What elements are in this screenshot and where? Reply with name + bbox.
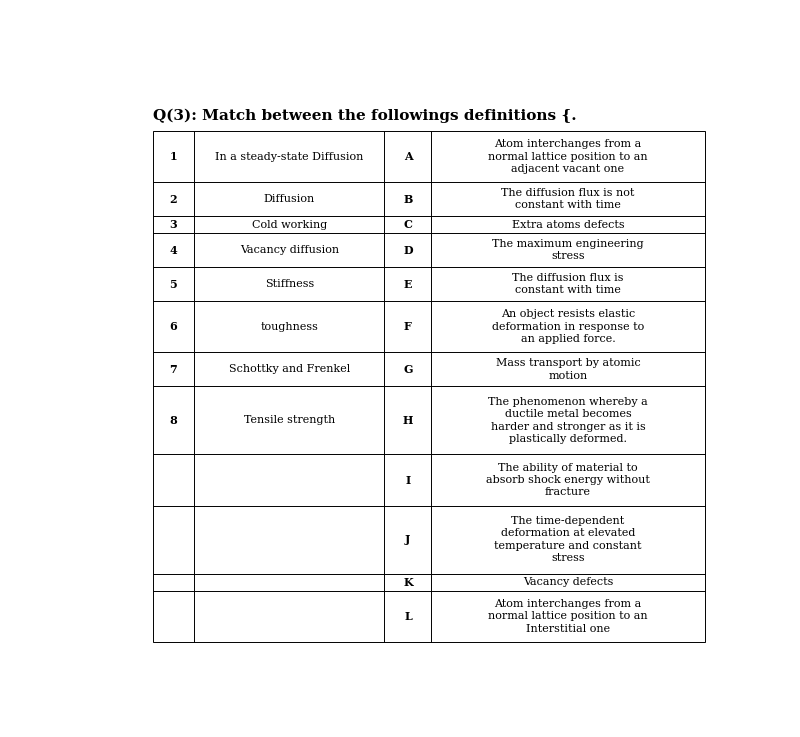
Text: Vacancy defects: Vacancy defects xyxy=(522,577,613,587)
Text: The diffusion flux is
constant with time: The diffusion flux is constant with time xyxy=(512,273,624,296)
Text: The diffusion flux is not
constant with time: The diffusion flux is not constant with … xyxy=(502,188,634,210)
Text: 3: 3 xyxy=(170,219,178,230)
Text: 5: 5 xyxy=(170,279,178,290)
Text: The ability of material to
absorb shock energy without
fracture: The ability of material to absorb shock … xyxy=(486,463,650,497)
Text: Stiffness: Stiffness xyxy=(265,279,314,289)
Text: L: L xyxy=(404,611,412,622)
Text: 1: 1 xyxy=(170,151,178,162)
Text: 2: 2 xyxy=(170,194,178,205)
Text: In a steady-state Diffusion: In a steady-state Diffusion xyxy=(215,152,363,161)
Text: Q(3): Match between the followings definitions {.: Q(3): Match between the followings defin… xyxy=(153,108,576,122)
Text: Extra atoms defects: Extra atoms defects xyxy=(512,220,624,230)
Text: G: G xyxy=(403,364,413,375)
Text: E: E xyxy=(404,279,412,290)
Text: Vacancy diffusion: Vacancy diffusion xyxy=(240,245,339,255)
Text: H: H xyxy=(402,415,413,426)
Text: Mass transport by atomic
motion: Mass transport by atomic motion xyxy=(495,358,640,380)
Text: Atom interchanges from a
normal lattice position to an
adjacent vacant one: Atom interchanges from a normal lattice … xyxy=(488,139,648,174)
Text: The phenomenon whereby a
ductile metal becomes
harder and stronger as it is
plas: The phenomenon whereby a ductile metal b… xyxy=(488,397,648,444)
Text: The maximum engineering
stress: The maximum engineering stress xyxy=(492,239,644,262)
Text: F: F xyxy=(404,321,412,332)
Text: Cold working: Cold working xyxy=(252,220,327,230)
Text: A: A xyxy=(403,151,412,162)
Text: 8: 8 xyxy=(170,415,178,426)
Text: Diffusion: Diffusion xyxy=(264,194,315,204)
Text: J: J xyxy=(406,534,410,545)
Text: toughness: toughness xyxy=(260,322,318,332)
Text: Schottky and Frenkel: Schottky and Frenkel xyxy=(229,364,350,374)
Text: The time-dependent
deformation at elevated
temperature and constant
stress: The time-dependent deformation at elevat… xyxy=(494,516,642,563)
Text: Tensile strength: Tensile strength xyxy=(244,416,335,425)
Text: Atom interchanges from a
normal lattice position to an
Interstitial one: Atom interchanges from a normal lattice … xyxy=(488,598,648,634)
Text: 6: 6 xyxy=(170,321,178,332)
Text: B: B xyxy=(403,194,413,205)
Text: 7: 7 xyxy=(170,364,178,375)
Text: An object resists elastic
deformation in response to
an applied force.: An object resists elastic deformation in… xyxy=(492,310,644,344)
Bar xyxy=(153,131,705,642)
Text: 4: 4 xyxy=(170,245,178,256)
Text: K: K xyxy=(403,576,413,587)
Text: D: D xyxy=(403,245,413,256)
Text: C: C xyxy=(403,219,412,230)
Text: I: I xyxy=(406,475,410,486)
